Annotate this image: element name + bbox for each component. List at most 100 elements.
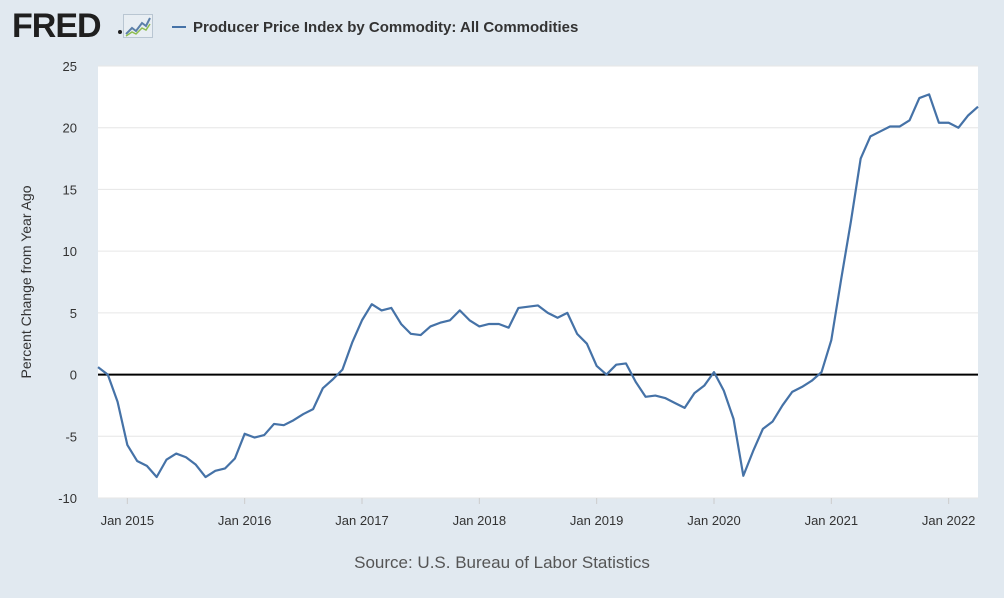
- data-point[interactable]: [780, 403, 785, 408]
- data-point[interactable]: [878, 129, 883, 134]
- data-point[interactable]: [868, 134, 873, 139]
- data-point[interactable]: [457, 308, 462, 313]
- data-point[interactable]: [232, 456, 237, 461]
- data-point[interactable]: [506, 325, 511, 330]
- data-point[interactable]: [105, 372, 110, 377]
- data-point[interactable]: [115, 399, 120, 404]
- data-point[interactable]: [702, 383, 707, 388]
- data-point[interactable]: [516, 305, 521, 310]
- data-point[interactable]: [184, 455, 189, 460]
- data-point[interactable]: [819, 370, 824, 375]
- data-point[interactable]: [907, 118, 912, 123]
- data-point[interactable]: [428, 324, 433, 329]
- data-point[interactable]: [272, 421, 277, 426]
- data-point[interactable]: [379, 308, 384, 313]
- data-point[interactable]: [682, 405, 687, 410]
- data-point[interactable]: [976, 104, 981, 109]
- data-point[interactable]: [858, 156, 863, 161]
- x-tick-label: Jan 2016: [218, 513, 272, 528]
- data-point[interactable]: [203, 475, 208, 480]
- data-point[interactable]: [731, 417, 736, 422]
- plot-area[interactable]: [98, 66, 978, 498]
- data-point[interactable]: [135, 458, 140, 463]
- data-point[interactable]: [242, 431, 247, 436]
- data-point[interactable]: [330, 377, 335, 382]
- y-tick-label: -10: [58, 491, 77, 506]
- data-point[interactable]: [672, 400, 677, 405]
- y-tick-label: 0: [70, 368, 77, 383]
- data-point[interactable]: [663, 396, 668, 401]
- data-point[interactable]: [399, 321, 404, 326]
- data-point[interactable]: [223, 466, 228, 471]
- data-point[interactable]: [408, 331, 413, 336]
- data-point[interactable]: [927, 92, 932, 97]
- data-point[interactable]: [360, 318, 365, 323]
- chart-legend[interactable]: Producer Price Index by Commodity: All C…: [172, 17, 578, 37]
- data-point[interactable]: [809, 378, 814, 383]
- data-point[interactable]: [96, 365, 101, 370]
- data-point[interactable]: [936, 120, 941, 125]
- data-point[interactable]: [888, 124, 893, 129]
- data-point[interactable]: [418, 333, 423, 338]
- data-point[interactable]: [125, 442, 130, 447]
- data-point[interactable]: [848, 219, 853, 224]
- data-point[interactable]: [320, 386, 325, 391]
- data-point[interactable]: [477, 324, 482, 329]
- y-tick-label: 25: [63, 59, 77, 74]
- data-point[interactable]: [369, 302, 374, 307]
- data-point[interactable]: [193, 462, 198, 467]
- data-point[interactable]: [262, 433, 267, 438]
- data-point[interactable]: [956, 125, 961, 130]
- data-point[interactable]: [633, 379, 638, 384]
- data-point[interactable]: [213, 468, 218, 473]
- data-point[interactable]: [624, 361, 629, 366]
- data-point[interactable]: [496, 321, 501, 326]
- data-point[interactable]: [555, 315, 560, 320]
- data-point[interactable]: [800, 384, 805, 389]
- data-point[interactable]: [291, 418, 296, 423]
- data-point[interactable]: [467, 318, 472, 323]
- data-point[interactable]: [897, 124, 902, 129]
- data-point[interactable]: [790, 389, 795, 394]
- data-point[interactable]: [281, 423, 286, 428]
- data-point[interactable]: [389, 305, 394, 310]
- data-point[interactable]: [144, 463, 149, 468]
- data-point[interactable]: [340, 367, 345, 372]
- data-point[interactable]: [594, 363, 599, 368]
- data-point[interactable]: [917, 96, 922, 101]
- data-point[interactable]: [252, 435, 257, 440]
- data-point[interactable]: [526, 304, 531, 309]
- data-point[interactable]: [614, 362, 619, 367]
- data-point[interactable]: [565, 310, 570, 315]
- data-point[interactable]: [448, 318, 453, 323]
- data-point[interactable]: [741, 473, 746, 478]
- data-point[interactable]: [760, 426, 765, 431]
- data-point[interactable]: [653, 393, 658, 398]
- data-point[interactable]: [164, 457, 169, 462]
- data-point[interactable]: [536, 303, 541, 308]
- data-point[interactable]: [301, 412, 306, 417]
- data-point[interactable]: [545, 310, 550, 315]
- data-point[interactable]: [154, 475, 159, 480]
- data-point[interactable]: [966, 113, 971, 118]
- data-point[interactable]: [174, 451, 179, 456]
- data-point[interactable]: [839, 277, 844, 282]
- data-point[interactable]: [770, 419, 775, 424]
- data-point[interactable]: [643, 394, 648, 399]
- data-point[interactable]: [487, 321, 492, 326]
- data-point[interactable]: [712, 370, 717, 375]
- series-line-ppi-all-commodities: [97, 93, 979, 479]
- data-point[interactable]: [575, 331, 580, 336]
- data-point[interactable]: [946, 120, 951, 125]
- data-point[interactable]: [584, 341, 589, 346]
- data-point[interactable]: [692, 391, 697, 396]
- data-point[interactable]: [350, 340, 355, 345]
- y-tick-label: 20: [63, 121, 77, 136]
- data-point[interactable]: [829, 338, 834, 343]
- data-point[interactable]: [604, 372, 609, 377]
- data-point[interactable]: [751, 449, 756, 454]
- fred-logo[interactable]: FRED: [12, 7, 102, 45]
- data-point[interactable]: [438, 320, 443, 325]
- data-point[interactable]: [721, 388, 726, 393]
- data-point[interactable]: [311, 407, 316, 412]
